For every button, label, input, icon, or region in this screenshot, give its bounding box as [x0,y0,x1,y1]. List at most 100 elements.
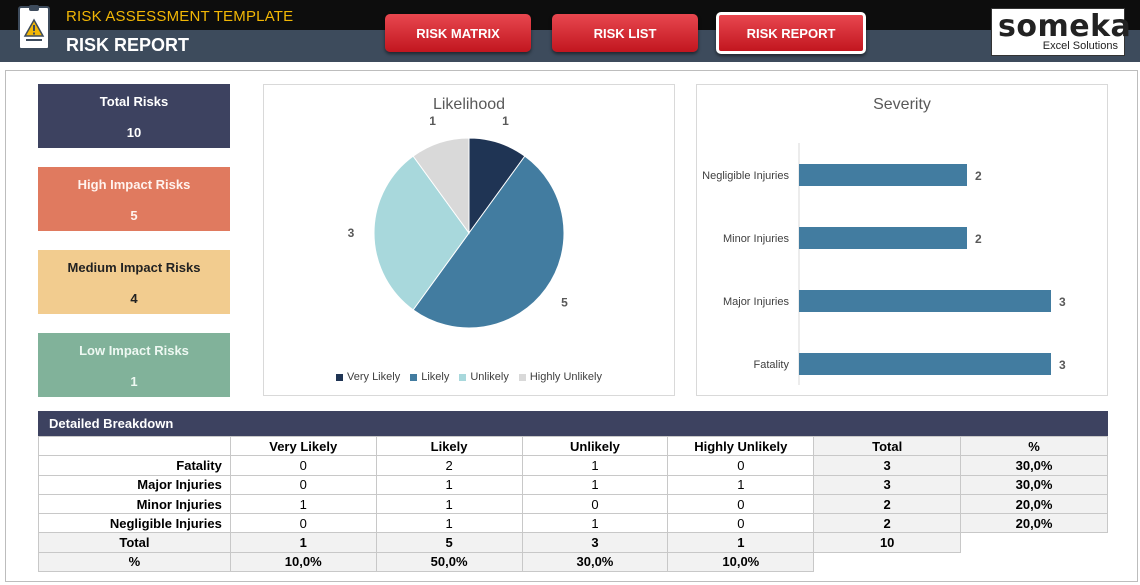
table-header-row: Very Likely Likely Unlikely Highly Unlik… [38,435,1108,457]
table-cell[interactable]: 1 [375,493,523,515]
empty-cell [960,532,1108,553]
column-header: Unlikely [521,435,669,457]
table-cell[interactable]: 1 [521,513,669,534]
column-header: Very Likely [229,435,377,457]
row-percent-cell: 20,0% [960,493,1108,515]
table-row: Negligible Injuries 0 1 1 0 2 20,0% [38,513,1108,534]
report-panel: Total Risks 10 High Impact Risks 5 Mediu… [5,70,1138,582]
bar-data-label: 3 [1059,295,1066,309]
risk-matrix-button[interactable]: RISK MATRIX [385,14,531,52]
severity-chart[interactable]: Severity Negligible Injuries 2 Minor Injur… [696,84,1108,396]
bar-category-label: Negligible Injuries [702,170,789,182]
table-cell[interactable]: 0 [667,455,815,476]
table-cell[interactable]: 1 [521,474,669,495]
low-impact-card: Low Impact Risks 1 [38,333,230,397]
row-percent-cell: 30,0% [960,474,1108,495]
legend-label: Highly Unlikely [529,371,602,383]
row-percent-cell: 20,0% [960,513,1108,534]
likelihood-chart-title: Likelihood [432,96,506,113]
row-total-cell: 3 [813,474,962,495]
high-impact-value: 5 [130,208,138,223]
bar-minor-injuries[interactable] [799,227,967,249]
legend-swatch [336,373,343,381]
table-cell[interactable]: 0 [229,474,377,495]
row-label: Minor Injuries [38,493,231,515]
column-percent-cell: 50,0% [375,551,523,573]
percent-row-label: % [38,551,231,573]
table-cell[interactable]: 1 [667,474,815,495]
table-row: Minor Injuries 1 1 0 0 2 20,0% [38,493,1108,515]
legend-swatch [518,373,526,381]
bar-data-label: 3 [1059,358,1066,372]
legend-item: Likely [410,371,449,383]
bar-category-label: Minor Injuries [723,233,790,245]
pie-data-label: 1 [429,114,436,128]
pie-data-label: 3 [348,226,355,240]
pie-data-label: 1 [502,114,509,128]
bar-category-label: Fatality [754,359,790,371]
column-total-cell: 1 [229,532,377,553]
medium-impact-value: 4 [130,291,138,306]
pie-slice-highly-unlikely[interactable] [412,137,470,235]
bar-major-injuries[interactable] [799,290,1051,312]
grand-total-cell: 10 [813,532,962,553]
bar-data-label: 2 [975,169,982,183]
app-header: RISK ASSESSMENT TEMPLATE RISK REPORT RIS… [0,0,1140,62]
bar-fatality[interactable] [799,353,1051,375]
pie-slice-unlikely[interactable] [373,155,470,311]
severity-bar-chart: Negligible Injuries 2 Minor Injuries 2 Major… [702,143,1066,385]
likelihood-legend: Very Likely Likely Unlikely Highly Unlikely [264,371,674,383]
column-percent-cell: 10,0% [667,551,815,573]
table-cell[interactable]: 0 [667,493,815,515]
bar-category-label: Major Injuries [723,296,790,308]
table-cell[interactable]: 0 [229,455,377,476]
row-label-header [38,435,231,457]
clipboard-warning-icon [18,5,50,50]
risk-list-button[interactable]: RISK LIST [552,14,698,52]
column-percent-cell: 10,0% [229,551,377,573]
high-impact-card: High Impact Risks 5 [38,167,230,231]
detailed-breakdown: Detailed Breakdown Very Likely Likely Un… [38,411,1108,573]
someka-logo[interactable]: someka Excel Solutions [991,8,1131,56]
bar-negligible-injuries[interactable] [799,164,967,186]
column-total-cell: 3 [521,532,669,553]
medium-impact-label: Medium Impact Risks [67,260,201,275]
page-title: RISK REPORT [66,35,190,55]
table-cell[interactable]: 1 [375,474,523,495]
table-cell[interactable]: 1 [229,493,377,515]
total-row-label: Total [38,532,231,553]
row-label: Major Injuries [38,474,231,495]
pie-data-label: 5 [561,295,568,309]
bar-data-label: 2 [975,232,982,246]
table-cell[interactable]: 1 [375,513,523,534]
legend-label: Unlikely [470,371,509,383]
legend-label: Likely [421,371,450,383]
empty-cell [960,552,1108,572]
app-subtitle: RISK ASSESSMENT TEMPLATE [66,8,294,25]
column-header: Total [813,435,962,457]
pie-slice-likely[interactable] [412,155,565,329]
row-label: Negligible Injuries [38,513,231,534]
table-row: Fatality 0 2 1 0 3 30,0% [38,455,1108,476]
brand-name: someka [998,9,1132,44]
table-cell[interactable]: 1 [521,455,669,476]
table-cell[interactable]: 0 [521,493,669,515]
table-total-row: Total 1 5 3 1 10 [38,532,1108,553]
table-cell[interactable]: 2 [375,455,523,476]
table-percent-row: % 10,0% 50,0% 30,0% 10,0% [38,551,1108,573]
legend-item: Unlikely [459,371,509,383]
column-header: Highly Unlikely [667,435,815,457]
low-impact-label: Low Impact Risks [79,343,189,358]
table-row: Major Injuries 0 1 1 1 3 30,0% [38,474,1108,495]
total-risks-card: Total Risks 10 [38,84,230,148]
total-risks-value: 10 [126,125,142,140]
risk-report-button[interactable]: RISK REPORT [716,12,866,54]
table-cell[interactable]: 0 [667,513,815,534]
column-percent-cell: 30,0% [521,551,669,573]
medium-impact-card: Medium Impact Risks 4 [38,250,230,314]
table-cell[interactable]: 0 [229,513,377,534]
row-total-cell: 3 [813,455,962,476]
empty-cell [813,552,961,572]
